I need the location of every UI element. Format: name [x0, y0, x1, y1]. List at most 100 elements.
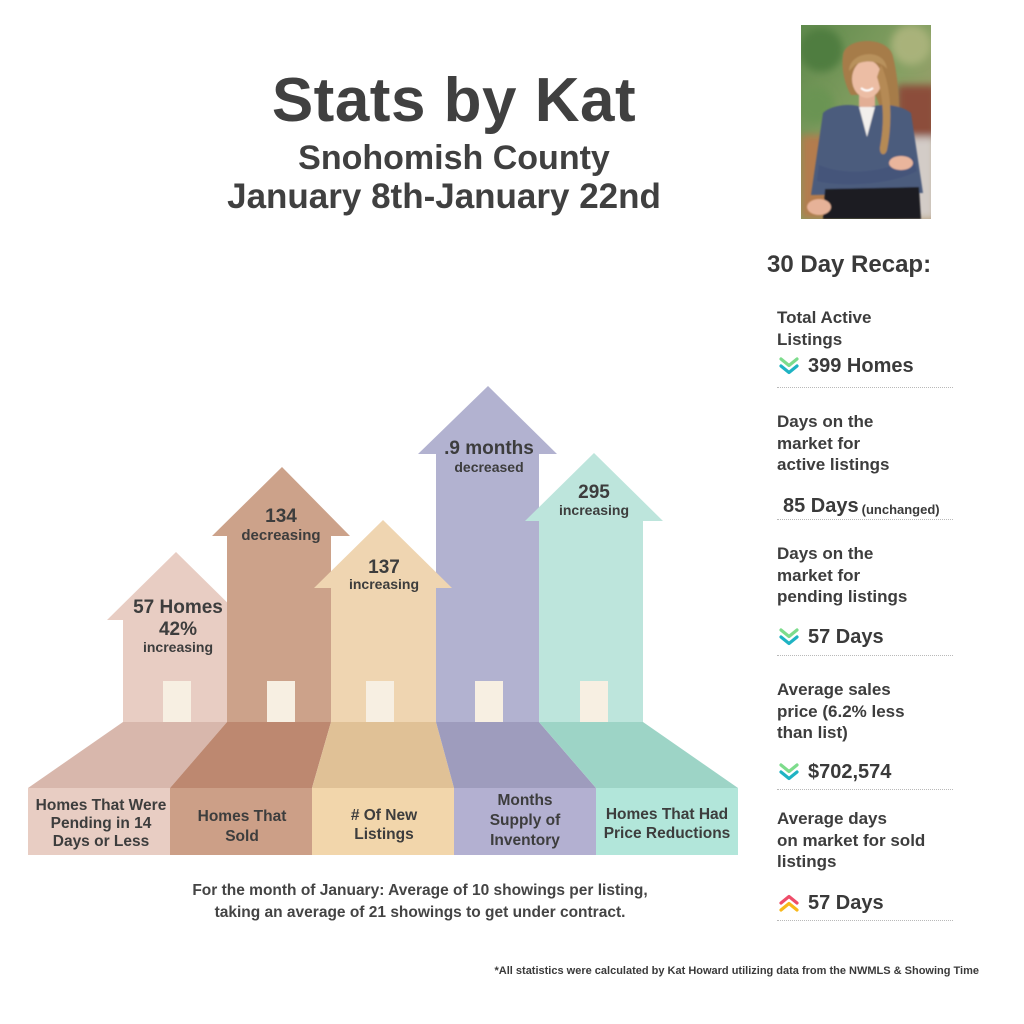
label-line: active listings [777, 455, 890, 474]
floor-2 [170, 722, 331, 788]
label-box-4 [454, 788, 596, 855]
recap-item-value: 57 Days [808, 625, 884, 648]
label-line: Average sales [777, 680, 891, 699]
page-title: Stats by Kat [271, 66, 637, 135]
category-label-2-line-2: Sold [225, 828, 259, 845]
category-label-3-line-1: # Of New [351, 807, 418, 824]
floor-1 [28, 722, 227, 788]
label-line: Days on the [777, 544, 874, 563]
recap-item-value: 57 Days [808, 891, 884, 914]
house-4 [418, 386, 557, 722]
recap-item-value-row: 85 Days (unchanged) [783, 493, 940, 519]
category-label-4-line-3: Inventory [490, 832, 560, 849]
recap-title: 30 Day Recap: [767, 251, 932, 278]
recap-item-label: Total Active Listings [777, 307, 953, 350]
recap-item-avg-sales-price: Average sales price (6.2% less than list… [777, 679, 953, 790]
floor-3 [312, 722, 454, 788]
label-line: Days on the [777, 412, 874, 431]
county-subtitle: Snohomish County [298, 139, 610, 177]
recap-item-label: Average sales price (6.2% less than list… [777, 679, 953, 744]
house-2 [212, 467, 350, 722]
label-line: Average days [777, 809, 887, 828]
house-arrow-shape [418, 386, 557, 722]
recap-item-value-row: 57 Days [779, 890, 884, 916]
recap-item-value-row: $702,574 [779, 759, 891, 785]
door-icon [366, 681, 394, 722]
label-line: listings [777, 852, 837, 871]
floor-5 [539, 722, 738, 788]
recap-item-dom-active: Days on the market for active listings 8… [777, 411, 953, 520]
agent-photo [801, 25, 931, 219]
recap-item-dom-pending: Days on the market for pending listings … [777, 543, 953, 656]
recap-item-label: Days on the market for active listings [777, 411, 953, 476]
house-3 [314, 520, 452, 722]
category-label-1-line-2: Pending in 14 [51, 815, 152, 832]
data-source-footnote: *All statistics were calculated by Kat H… [494, 965, 979, 977]
category-label-4-line-1: Months [497, 792, 552, 809]
house-5-value: 295 [578, 482, 610, 503]
label-line: price (6.2% less [777, 701, 905, 721]
label-box-3 [312, 788, 454, 855]
category-label-5-line-2: Price Reductions [604, 825, 731, 842]
recap-item-value-row: 399 Homes [779, 353, 914, 379]
house-arrow-shape [525, 453, 663, 722]
dotted-divider [777, 519, 953, 520]
recap-item-dom-sold: Average days on market for sold listings… [777, 808, 953, 921]
category-label-5-line-1: Homes That Had [606, 806, 728, 823]
house-arrow-shape [107, 552, 245, 722]
house-3-trend: increasing [349, 576, 419, 592]
label-line: than list) [777, 723, 848, 742]
house-5 [525, 453, 663, 722]
label-line: market for [777, 433, 861, 453]
label-box-1 [28, 788, 170, 855]
double-chevron-down-icon [779, 628, 799, 646]
label-line: Total Active [777, 308, 872, 327]
category-label-1-line-1: Homes That Were [36, 797, 167, 814]
recap-item-active-listings: Total Active Listings 399 Homes [777, 307, 953, 388]
label-box-5 [596, 788, 738, 855]
category-label-1-line-3: Days or Less [53, 833, 150, 850]
note-line-1: For the month of January: Average of 10 … [192, 882, 648, 899]
showings-note: For the month of January: Average of 10 … [120, 880, 720, 924]
category-label-3-line-2: Listings [354, 826, 413, 843]
floor-4 [436, 722, 596, 788]
door-icon [267, 681, 295, 722]
category-label-2-line-1: Homes That [198, 808, 287, 825]
house-1 [107, 552, 245, 722]
recap-item-value: 85 Days [783, 494, 859, 517]
door-icon [475, 681, 503, 722]
house-arrow-shape [212, 467, 350, 722]
double-chevron-up-icon [779, 894, 799, 912]
house-arrow-shape [314, 520, 452, 722]
double-chevron-down-icon [779, 357, 799, 375]
label-line: on market for sold [777, 830, 926, 850]
house-2-value: 134 [265, 506, 297, 527]
dotted-divider [777, 789, 953, 790]
house-3-value: 137 [368, 557, 400, 578]
date-range: January 8th-January 22nd [227, 177, 661, 216]
house-5-trend: increasing [559, 502, 629, 518]
door-icon [163, 681, 191, 722]
door-icon [580, 681, 608, 722]
house-1-value: 57 Homes [133, 597, 223, 618]
recap-item-value: $702,574 [808, 760, 892, 783]
category-label-4-line-2: Supply of [490, 812, 561, 829]
dotted-divider [777, 387, 953, 388]
house-2-trend: decreasing [241, 527, 320, 544]
note-line-2: taking an average of 21 showings to get … [214, 904, 626, 921]
dotted-divider [777, 920, 953, 921]
recap-item-value-row: 57 Days [779, 624, 884, 650]
label-line: pending listings [777, 587, 908, 606]
recap-item-label: Days on the market for pending listings [777, 543, 953, 608]
house-4-value: .9 months [444, 438, 534, 459]
dotted-divider [777, 655, 953, 656]
house-4-trend: decreased [454, 459, 523, 475]
label-line: market for [777, 565, 861, 585]
portrait-image [801, 25, 931, 219]
house-1-percent: 42% [159, 619, 197, 640]
recap-item-label: Average days on market for sold listings [777, 808, 953, 873]
label-box-2 [170, 788, 312, 855]
house-1-trend: increasing [143, 639, 213, 655]
double-chevron-down-icon [779, 763, 799, 781]
